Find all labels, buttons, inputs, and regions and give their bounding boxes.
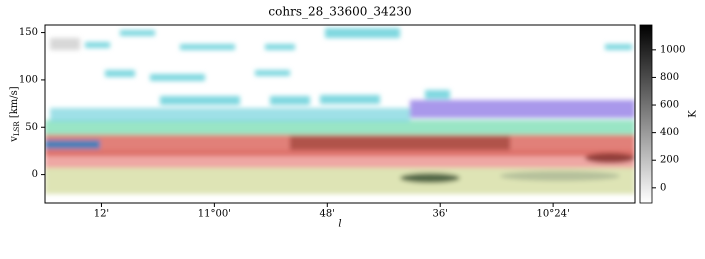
y-tick-label: 100 — [19, 74, 38, 85]
y-label-sub: LSR — [13, 121, 21, 136]
colorbar-tick-label: 800 — [660, 72, 679, 83]
colorbar-tick-label: 0 — [660, 182, 666, 193]
y-label-unit: [km/s] — [9, 86, 20, 121]
x-tick-label: 10°24' — [537, 209, 570, 220]
y-label-main: v — [9, 136, 20, 143]
colorbar-tick-label: 1000 — [660, 44, 685, 55]
emission-map — [45, 28, 635, 194]
y-tick-label: 0 — [32, 169, 38, 180]
chart-title: cohrs_28_33600_34230 — [268, 5, 411, 19]
x-tick-label: 36' — [432, 209, 447, 220]
colorbar-tick-label: 400 — [660, 127, 679, 138]
x-tick-label: 48' — [320, 209, 335, 220]
y-axis-label: vLSR [km/s] — [9, 86, 22, 142]
colorbar-label: K — [688, 110, 699, 118]
y-tick-label: 50 — [25, 122, 38, 133]
x-axis-label: l — [338, 219, 341, 230]
colorbar-tick-label: 600 — [660, 100, 679, 111]
plot-frame — [44, 24, 636, 204]
x-tick-label: 12' — [94, 209, 109, 220]
y-tick-label: 150 — [19, 27, 38, 38]
colorbar-tick-label: 200 — [660, 155, 679, 166]
x-tick-label: 11°00' — [198, 209, 231, 220]
colorbar — [639, 24, 653, 204]
